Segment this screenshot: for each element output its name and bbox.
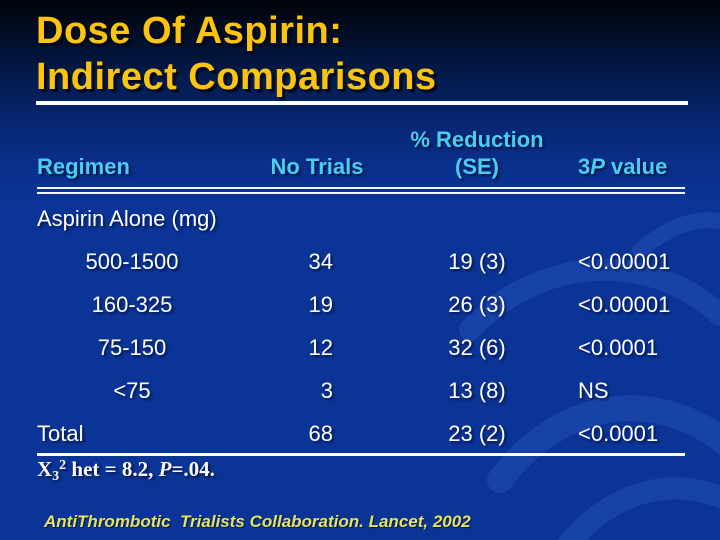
slide-title: Dose Of Aspirin: Indirect Comparisons	[36, 8, 437, 100]
column-header-p-value: 3P value	[547, 154, 685, 182]
cell-no-trials: 12	[308, 334, 333, 360]
column-header-regimen: Regimen	[37, 154, 130, 179]
cell-reduction: 13 (8)	[448, 377, 506, 403]
cell-reduction: 26 (3)	[448, 291, 506, 317]
table-row: 500-1500 34 19 (3) <0.00001	[37, 240, 685, 283]
column-header-reduction: % Reduction (SE)	[407, 126, 547, 182]
total-separator-line	[37, 453, 685, 456]
cell-regimen: 160-325	[91, 291, 173, 317]
table-row: 160-325 19 26 (3) <0.00001	[37, 283, 685, 326]
p-value-header-suffix: value	[604, 154, 668, 179]
table-row: <75 3 13 (8) NS	[37, 369, 685, 412]
cell-p-value: NS	[578, 377, 609, 403]
cell-no-trials: 3	[320, 377, 333, 403]
cell-no-trials-total: 68	[308, 420, 333, 446]
cell-reduction: 32 (6)	[448, 334, 506, 360]
slide-title-line2: Indirect Comparisons	[36, 56, 437, 98]
cell-p-value: <0.00001	[578, 248, 671, 274]
chi-superscript: 2	[59, 458, 67, 473]
table-header-row: Regimen No Trials % Reduction (SE) 3P va…	[37, 116, 685, 182]
cell-p-value: <0.0001	[578, 334, 659, 360]
footnote-p-italic: P	[158, 457, 172, 481]
section-label-row: Aspirin Alone (mg)	[37, 206, 217, 231]
column-header-reduction-line2: (SE)	[455, 154, 499, 179]
chi-symbol: X	[37, 457, 53, 481]
p-value-header-prefix: 3	[578, 154, 591, 179]
cell-regimen: <75	[113, 377, 151, 403]
column-header-reduction-line1: % Reduction	[410, 127, 544, 152]
cell-reduction-total: 23 (2)	[448, 420, 506, 446]
cell-p-value: <0.00001	[578, 291, 671, 317]
cell-no-trials: 34	[308, 248, 333, 274]
chi-subscript: 3	[52, 469, 60, 484]
source-citation: AntiThrombotic Trialists Collaboration. …	[44, 512, 471, 531]
footnote-middle: het = 8.2,	[66, 457, 159, 481]
cell-regimen: 500-1500	[85, 248, 179, 274]
table-body: Aspirin Alone (mg) 500-1500 34 19 (3) <0…	[37, 197, 685, 455]
cell-regimen: 75-150	[97, 334, 167, 360]
header-separator-double-line	[37, 187, 685, 194]
slide-title-line1: Dose Of Aspirin:	[36, 10, 343, 52]
footnote-end: =.04.	[171, 457, 215, 481]
cell-reduction: 19 (3)	[448, 248, 506, 274]
table-row: 75-150 12 32 (6) <0.0001	[37, 326, 685, 369]
p-value-header-italic-p: P	[590, 154, 605, 179]
cell-regimen-total: Total	[37, 420, 84, 446]
cell-no-trials: 19	[308, 291, 333, 317]
title-underline	[36, 101, 688, 105]
column-header-no-trials: No Trials	[270, 154, 364, 179]
table-total-row: Total 68 23 (2) <0.0001	[37, 412, 685, 455]
cell-p-value-total: <0.0001	[578, 420, 659, 446]
heterogeneity-footnote: X32 het = 8.2, P=.04.	[37, 457, 215, 485]
